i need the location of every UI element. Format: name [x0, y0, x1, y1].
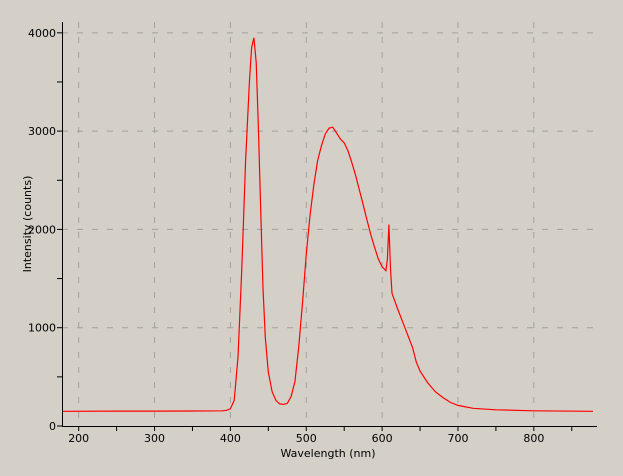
spectrum-line — [61, 37, 594, 412]
x-tick-label: 800 — [523, 432, 544, 445]
x-tick-label: 300 — [144, 432, 165, 445]
x-tick-label: 500 — [296, 432, 317, 445]
y-tick-label: 1000 — [28, 322, 56, 335]
y-tick-label: 3000 — [28, 125, 56, 138]
grid — [62, 22, 593, 426]
axes: 200 300 400 500 600 700 800 0 1000 2000 3000 4000 — [28, 22, 597, 445]
series — [61, 37, 594, 426]
x-tick-label: 200 — [68, 432, 89, 445]
x-tick-label: 400 — [220, 432, 241, 445]
y-tick-label: 2000 — [28, 223, 56, 236]
y-tick-label: 0 — [49, 420, 56, 433]
x-axis-label: Wavelength (nm) — [280, 447, 375, 460]
x-tick-label: 600 — [372, 432, 393, 445]
x-tick-label: 700 — [447, 432, 468, 445]
y-axis-label: Intensity (counts) — [21, 176, 34, 273]
y-tick-label: 4000 — [28, 27, 56, 40]
